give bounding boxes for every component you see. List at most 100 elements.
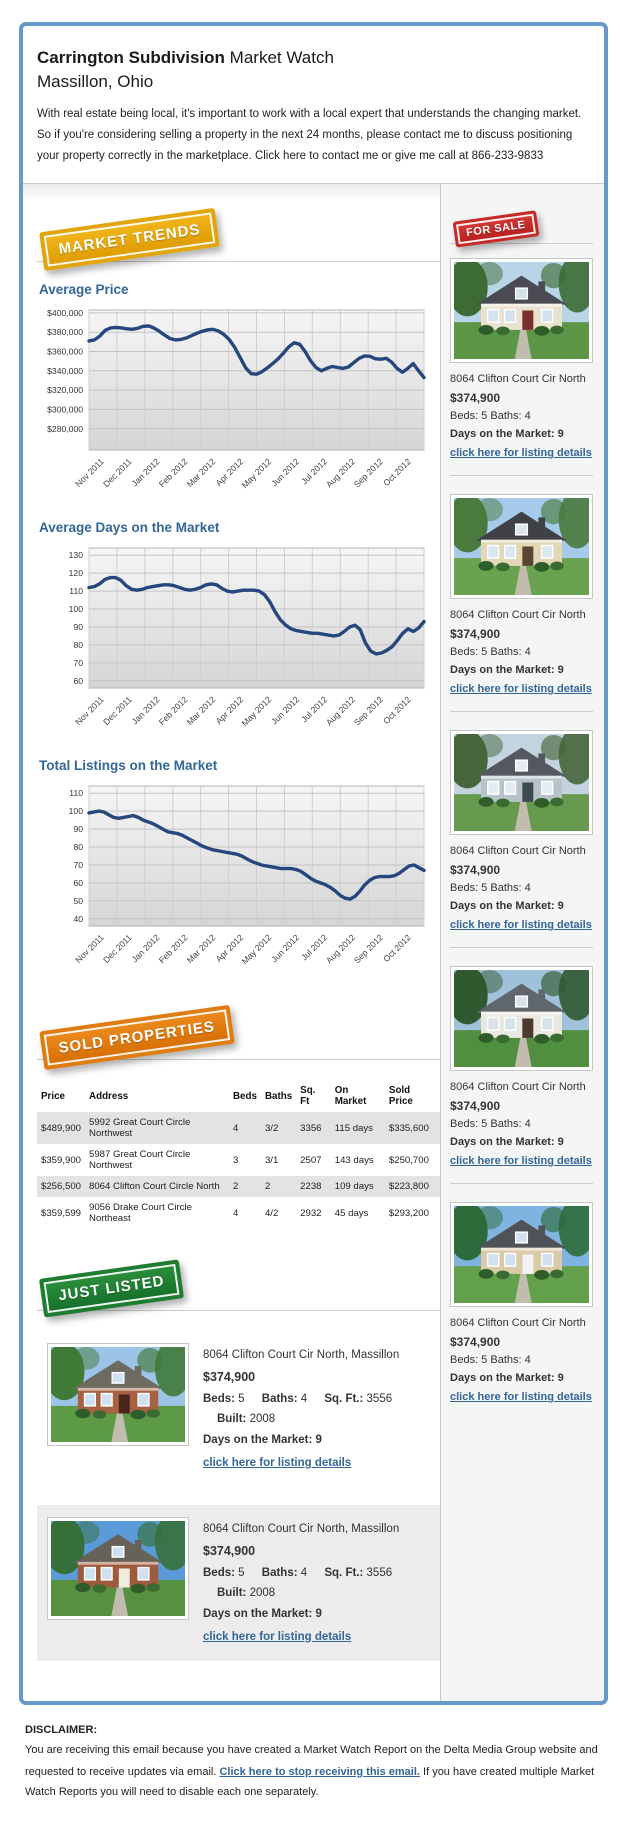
just-listed-item: 8064 Clifton Court Cir North, Massillon …	[37, 1331, 440, 1487]
svg-text:Feb 2012: Feb 2012	[157, 695, 190, 728]
listing-details-link[interactable]: click here for listing details	[450, 1391, 592, 1404]
property-photo[interactable]	[47, 1343, 189, 1447]
svg-text:90: 90	[73, 824, 83, 834]
table-row: $359,900 5987 Great Court Circle Northwe…	[37, 1144, 440, 1176]
beds-label: Beds:	[203, 1392, 235, 1405]
listing-details-link[interactable]: click here for listing details	[450, 919, 592, 932]
listing-details-link[interactable]: click here for listing details	[450, 1155, 592, 1168]
house-photo-illustration	[454, 262, 589, 359]
baths-label: Baths:	[261, 1392, 298, 1405]
svg-text:$400,000: $400,000	[47, 308, 83, 318]
svg-text:Mar 2012: Mar 2012	[185, 695, 218, 728]
baths-label: Baths:	[261, 1566, 298, 1579]
for-sale-sidebar: FOR SALE 8064 Clifton Court Cir North $3…	[440, 184, 604, 1702]
svg-text:Dec 2011: Dec 2011	[101, 695, 134, 728]
svg-text:Mar 2012: Mar 2012	[185, 457, 218, 490]
just-listed-badge: JUST LISTED	[38, 1259, 184, 1319]
sold-properties-badge-row: SOLD PROPERTIES	[37, 1005, 440, 1071]
built-value: 2008	[249, 1587, 276, 1600]
svg-text:Oct 2012: Oct 2012	[381, 695, 413, 727]
svg-text:90: 90	[73, 622, 83, 632]
svg-text:130: 130	[69, 551, 84, 561]
svg-text:Feb 2012: Feb 2012	[157, 457, 190, 490]
total-listings-chart: 110 100 90 80 70 60 50 40 Nov 2011 Dec 2011 Jan 20…	[37, 779, 440, 982]
sqft-value: 3556	[366, 1566, 393, 1579]
cell-baths: 4/2	[264, 1207, 279, 1219]
property-photo[interactable]	[450, 966, 593, 1072]
col-baths: Baths	[264, 1090, 293, 1102]
page-title: Carrington Subdivision Market Watch	[37, 46, 588, 70]
sqft-label: Sq. Ft.:	[324, 1392, 364, 1405]
cell-address: 9056 Drake Court Circle Northeast	[89, 1202, 192, 1225]
property-photo[interactable]	[450, 730, 593, 836]
days-on-market: Days on the Market: 9	[450, 1135, 564, 1148]
listing-details-link[interactable]: click here for listing details	[450, 683, 592, 696]
col-on-market: On Market	[334, 1085, 367, 1108]
listing-details-link[interactable]: click here for listing details	[203, 1630, 352, 1643]
built-label: Built:	[217, 1587, 247, 1600]
svg-text:Oct 2012: Oct 2012	[381, 933, 413, 965]
property-photo[interactable]	[450, 1202, 593, 1308]
svg-text:110: 110	[69, 789, 83, 799]
svg-text:70: 70	[73, 860, 83, 870]
average-price-heading: Average Price	[39, 282, 129, 298]
svg-text:Oct 2012: Oct 2012	[381, 457, 413, 489]
svg-text:$320,000: $320,000	[47, 385, 83, 395]
average-price-chart: $400,000 $380,000 $360,000 $340,000 $320,000…	[37, 303, 440, 506]
cell-on-market: 143 days	[334, 1154, 374, 1166]
market-trends-badge-row: MARKET TRENDS	[37, 208, 440, 272]
svg-text:Sep 2012: Sep 2012	[352, 933, 385, 966]
table-header-row: Price Address Beds Baths Sq. Ft On Marke…	[37, 1080, 440, 1112]
sold-properties-badge: SOLD PROPERTIES	[39, 1005, 235, 1071]
for-sale-badge: FOR SALE	[452, 210, 540, 249]
beds-value: 5	[238, 1566, 245, 1579]
house-photo-illustration	[454, 1206, 589, 1303]
svg-text:$360,000: $360,000	[47, 347, 83, 357]
listing-address: 8064 Clifton Court Cir North, Massillon	[203, 1349, 400, 1362]
svg-text:120: 120	[69, 568, 84, 578]
listing-address: 8064 Clifton Court Cir North, Massillon	[203, 1523, 400, 1536]
sqft-label: Sq. Ft.:	[324, 1566, 364, 1579]
listing-price: $374,900	[450, 626, 501, 641]
svg-text:Sep 2012: Sep 2012	[352, 457, 385, 490]
property-photo[interactable]	[47, 1517, 189, 1621]
cell-price: $256,500	[41, 1181, 82, 1193]
beds-label: Beds:	[203, 1566, 235, 1579]
listing-details-link[interactable]: click here for listing details	[203, 1456, 352, 1469]
cell-on-market: 45 days	[334, 1207, 369, 1219]
col-sold-price: Sold Price	[388, 1085, 413, 1108]
col-beds: Beds	[232, 1090, 257, 1102]
for-sale-card: 8064 Clifton Court Cir North $374,900 Be…	[450, 730, 593, 949]
unsubscribe-link[interactable]: Click here to stop receiving this email.	[219, 1765, 420, 1778]
svg-text:$300,000: $300,000	[47, 405, 83, 415]
disclaimer-heading: DISCLAIMER:	[25, 1724, 98, 1737]
svg-text:May 2012: May 2012	[240, 457, 274, 491]
cell-sqft: 2238	[300, 1181, 322, 1193]
cell-sqft: 3356	[300, 1122, 322, 1134]
market-trends-badge: MARKET TRENDS	[39, 208, 220, 272]
house-photo-illustration	[454, 970, 589, 1067]
listing-address: 8064 Clifton Court Cir North	[450, 1317, 586, 1330]
svg-text:Jun 2012: Jun 2012	[269, 933, 301, 965]
svg-text:Sep 2012: Sep 2012	[352, 695, 385, 728]
cell-on-market: 109 days	[334, 1181, 374, 1193]
cell-baths: 3/1	[264, 1154, 279, 1166]
cell-sold-price: $250,700	[388, 1154, 429, 1166]
cell-sold-price: $293,200	[388, 1207, 429, 1219]
average-days-section: Average Days on the Market 130 120 110 100 9…	[37, 520, 440, 744]
svg-text:May 2012: May 2012	[240, 933, 274, 967]
listing-address: 8064 Clifton Court Cir North	[450, 845, 586, 858]
svg-text:60: 60	[73, 878, 83, 888]
days-on-market: Days on the Market: 9	[450, 663, 564, 676]
total-listings-section: Total Listings on the Market 110 100 90 80 7…	[37, 758, 440, 982]
title-suffix: Market Watch	[224, 48, 334, 67]
property-photo[interactable]	[450, 258, 593, 364]
cell-sqft: 2932	[300, 1207, 322, 1219]
cell-price: $359,900	[41, 1154, 82, 1166]
svg-text:Nov 2011: Nov 2011	[73, 933, 106, 966]
property-photo[interactable]	[450, 494, 593, 600]
listing-details-link[interactable]: click here for listing details	[450, 447, 592, 460]
for-sale-card: 8064 Clifton Court Cir North $374,900 Be…	[450, 494, 593, 713]
main-column: MARKET TRENDS Average Price $400,000 $380…	[23, 184, 440, 1701]
svg-text:Mar 2012: Mar 2012	[185, 933, 218, 966]
